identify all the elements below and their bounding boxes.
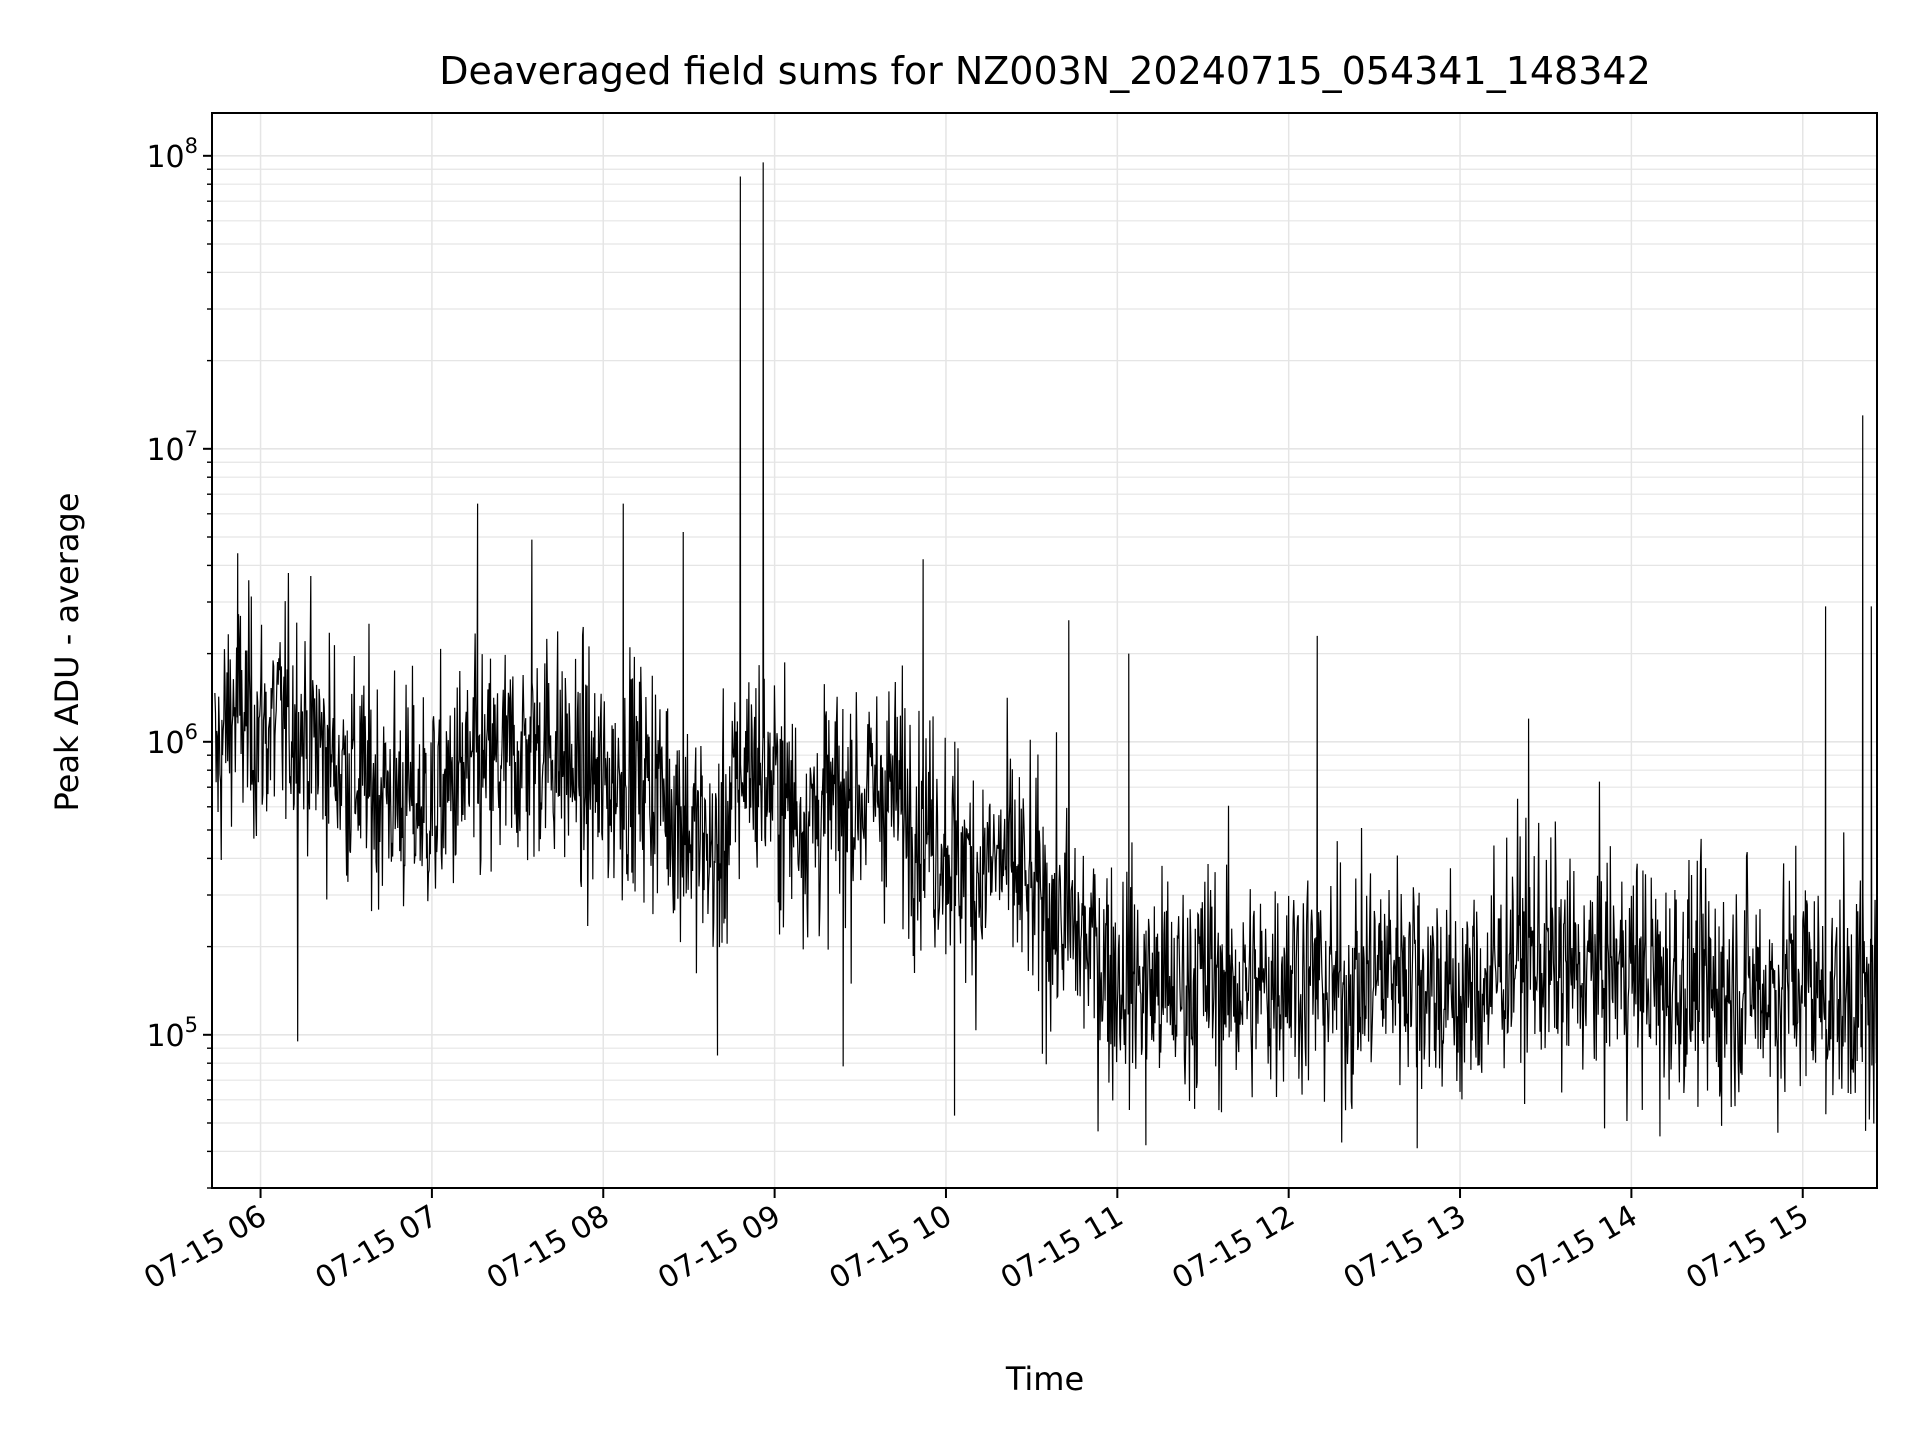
plot-area [214, 162, 1878, 1149]
plot-frame [211, 112, 1878, 1189]
series-line [214, 162, 1878, 1149]
chart-title: Deaveraged field sums for NZ003N_2024071… [439, 49, 1651, 93]
y-tick-label: 105 [146, 1013, 198, 1054]
y-axis-label: Peak ADU - average [48, 493, 86, 812]
y-tick-label: 107 [146, 427, 198, 468]
y-axis: 105 106 107 108 [146, 134, 212, 1189]
y-tick-label: 108 [146, 134, 198, 175]
x-axis-label: Time [1005, 1360, 1084, 1398]
y-tick-label: 106 [146, 720, 198, 761]
